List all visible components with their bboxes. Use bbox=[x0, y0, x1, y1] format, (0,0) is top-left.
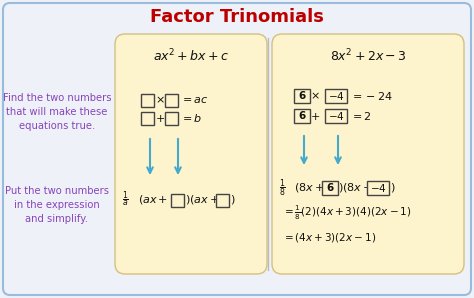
Text: Find the two numbers
that will make these
equations true.: Find the two numbers that will make thes… bbox=[3, 93, 111, 131]
Bar bbox=[322, 181, 338, 195]
Bar bbox=[294, 89, 310, 103]
Bar bbox=[172, 193, 184, 207]
Text: $8x^2+2x-3$: $8x^2+2x-3$ bbox=[329, 48, 406, 64]
Text: 6: 6 bbox=[298, 91, 306, 101]
Text: $)(8x+$: $)(8x+$ bbox=[338, 181, 373, 195]
Text: $= ac$: $= ac$ bbox=[180, 95, 209, 105]
Text: $\times$: $\times$ bbox=[155, 95, 165, 105]
Text: $= b$: $= b$ bbox=[180, 112, 202, 124]
Text: $)(ax+$: $)(ax+$ bbox=[185, 193, 219, 207]
Text: $= 2$: $= 2$ bbox=[350, 110, 372, 122]
Text: Factor Trinomials: Factor Trinomials bbox=[150, 8, 324, 26]
Text: $)$: $)$ bbox=[390, 181, 395, 195]
Bar bbox=[165, 111, 179, 125]
Text: $\times$: $\times$ bbox=[310, 91, 320, 101]
Text: $-4$: $-4$ bbox=[328, 110, 345, 122]
Bar bbox=[217, 193, 229, 207]
Text: $\frac{1}{8}$: $\frac{1}{8}$ bbox=[279, 177, 285, 199]
Bar bbox=[142, 94, 155, 106]
Bar bbox=[325, 109, 347, 123]
Text: 6: 6 bbox=[298, 111, 306, 121]
Text: $(8x+$: $(8x+$ bbox=[294, 181, 324, 195]
Text: $=(4x+3)(2x-1)$: $=(4x+3)(2x-1)$ bbox=[282, 232, 376, 244]
FancyBboxPatch shape bbox=[115, 34, 267, 274]
Bar bbox=[294, 109, 310, 123]
Text: $-4$: $-4$ bbox=[328, 90, 345, 102]
Text: $=\frac{1}{8}(2)(4x+3)(4)(2x-1)$: $=\frac{1}{8}(2)(4x+3)(4)(2x-1)$ bbox=[282, 204, 411, 222]
FancyBboxPatch shape bbox=[272, 34, 464, 274]
Bar bbox=[325, 89, 347, 103]
Bar bbox=[367, 181, 389, 195]
Text: Put the two numbers
in the expression
and simplify.: Put the two numbers in the expression an… bbox=[5, 186, 109, 224]
Bar bbox=[142, 111, 155, 125]
Text: $+$: $+$ bbox=[155, 113, 165, 123]
Text: $\frac{1}{a}$: $\frac{1}{a}$ bbox=[121, 190, 128, 210]
Bar bbox=[165, 94, 179, 106]
Text: $)$: $)$ bbox=[230, 193, 236, 207]
Text: 6: 6 bbox=[327, 183, 334, 193]
Text: $+$: $+$ bbox=[310, 111, 320, 122]
Text: $-4$: $-4$ bbox=[370, 182, 386, 194]
Text: $= -24$: $= -24$ bbox=[350, 90, 393, 102]
Text: $(ax+$: $(ax+$ bbox=[138, 193, 168, 207]
FancyBboxPatch shape bbox=[3, 3, 471, 295]
Text: $ax^2+bx+c$: $ax^2+bx+c$ bbox=[153, 48, 229, 64]
